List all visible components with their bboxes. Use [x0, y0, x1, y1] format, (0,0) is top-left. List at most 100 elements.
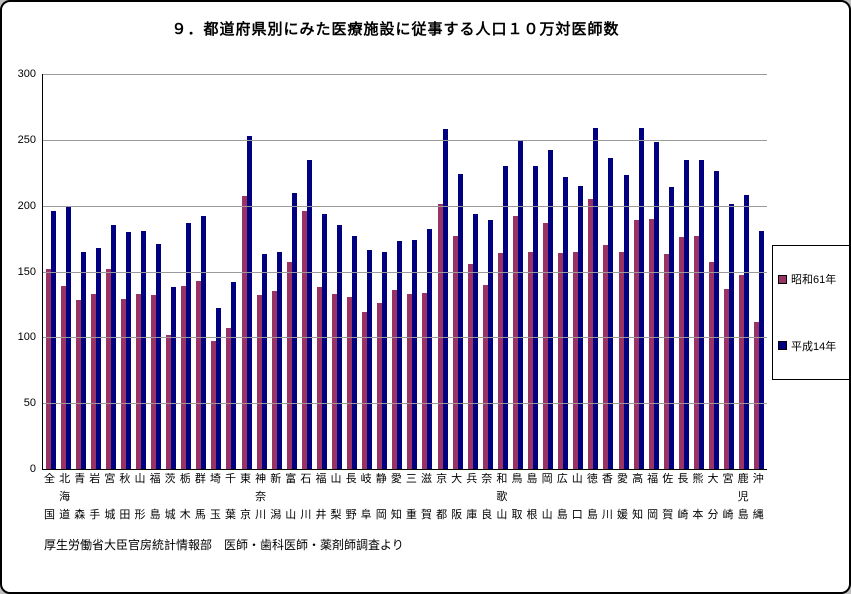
x-axis-label: 新潟: [270, 473, 282, 521]
bar-平成14年-岩手: [95, 247, 101, 469]
bar-group: [329, 74, 344, 469]
bar-昭和61年-広島: [558, 253, 564, 469]
bar-group: [405, 74, 420, 469]
bar-昭和61年-秋田: [120, 299, 126, 469]
x-axis-label: 奈良: [481, 473, 493, 521]
bar-平成14年-鹿児島: [744, 195, 750, 469]
x-axis-label: 兵庫: [466, 473, 478, 521]
bar-group: [149, 74, 164, 469]
x-axis-label: 岐阜: [360, 473, 372, 521]
x-axis-label: 鹿児島: [737, 473, 749, 521]
x-axis-label: 徳島: [586, 473, 598, 521]
x-axis-labels: 全国北海道青森岩手宮城秋田山形福島茨城栃木群馬埼玉千葉東京神奈川新潟富山石川福井…: [42, 473, 766, 521]
x-axis-label: 東京: [240, 473, 252, 521]
bar-group: [224, 74, 239, 469]
bar-group: [676, 74, 691, 469]
bar-group: [616, 74, 631, 469]
bar-昭和61年-新潟: [271, 291, 277, 469]
x-axis-label: 山形: [134, 473, 146, 521]
bar-group: [390, 74, 405, 469]
bar-昭和61年-熊本: [693, 235, 699, 469]
y-tick-label: 300: [17, 68, 36, 80]
bar-平成14年-広島: [563, 176, 569, 469]
legend-label: 昭和61年: [791, 274, 837, 287]
bar-平成14年-京都: [442, 129, 448, 469]
bar-平成14年-福岡: [653, 142, 659, 469]
x-axis-label: 大阪: [451, 473, 463, 521]
bar-昭和61年-福岡: [648, 218, 654, 469]
bar-平成14年-秋田: [125, 232, 131, 469]
legend-entry: 昭和61年: [778, 271, 849, 287]
bar-group: [586, 74, 601, 469]
bar-平成14年-三重: [412, 239, 418, 469]
bar-group: [661, 74, 676, 469]
bar-昭和61年-青森: [75, 300, 81, 469]
bar-昭和61年-群馬: [196, 280, 202, 469]
gridline: [43, 139, 767, 141]
bar-group: [73, 74, 88, 469]
bar-平成14年-滋賀: [427, 229, 433, 469]
x-axis-label: 青森: [74, 473, 86, 521]
bar-昭和61年-和歌山: [497, 253, 503, 469]
legend-label: 平成14年: [791, 340, 837, 353]
bar-昭和61年-京都: [437, 204, 443, 469]
bar-group: [239, 74, 254, 469]
bar-昭和61年-富山: [286, 262, 292, 469]
x-axis-label: 熊本: [692, 473, 704, 521]
bar-平成14年-島根: [533, 166, 539, 469]
x-axis-label: 三重: [405, 473, 417, 521]
bar-平成14年-香川: [608, 158, 614, 469]
bar-group: [691, 74, 706, 469]
x-axis-label: 島根: [526, 473, 538, 521]
x-axis-label: 福島: [149, 473, 161, 521]
bar-平成14年-石川: [306, 159, 312, 469]
bar-平成14年-長崎: [683, 159, 689, 469]
bar-平成14年-長野: [352, 235, 358, 469]
bar-昭和61年-栃木: [181, 285, 187, 469]
y-tick-label: 0: [29, 463, 36, 475]
x-axis-label: 長野: [345, 473, 357, 521]
x-axis-label: 山口: [571, 473, 583, 521]
bar-昭和61年-兵庫: [467, 263, 473, 469]
bar-平成14年-愛知: [397, 241, 403, 469]
bar-昭和61年-埼玉: [211, 341, 217, 469]
bar-平成14年-山口: [578, 185, 584, 469]
bar-group: [706, 74, 721, 469]
x-axis-label: 群馬: [194, 473, 206, 521]
bar-昭和61年-北海道: [60, 285, 66, 469]
bar-昭和61年-愛媛: [618, 251, 624, 469]
x-axis-label: 長崎: [677, 473, 689, 521]
bar-昭和61年-岩手: [90, 293, 96, 469]
bar-昭和61年-福島: [151, 295, 157, 469]
x-axis-label: 全国: [44, 473, 56, 521]
bar-平成14年-熊本: [698, 159, 704, 469]
x-axis-label: 滋賀: [420, 473, 432, 521]
bar-group: [284, 74, 299, 469]
bar-group: [118, 74, 133, 469]
bars-layer: [43, 74, 767, 469]
bar-group: [556, 74, 571, 469]
bar-昭和61年-高知: [633, 220, 639, 469]
legend-marker: [778, 274, 787, 284]
bar-group: [43, 74, 58, 469]
x-axis-label: 石川: [300, 473, 312, 521]
bar-平成14年-鳥取: [517, 139, 523, 469]
bar-平成14年-千葉: [231, 282, 237, 469]
bar-group: [269, 74, 284, 469]
bar-平成14年-栃木: [186, 222, 192, 469]
bar-昭和61年-東京: [241, 196, 247, 469]
bar-group: [133, 74, 148, 469]
x-axis-label: 北海道: [59, 473, 71, 521]
bar-平成14年-宮城: [110, 225, 116, 469]
bar-group: [631, 74, 646, 469]
bar-平成14年-兵庫: [472, 213, 478, 469]
bar-平成14年-大分: [713, 171, 719, 469]
bar-昭和61年-鳥取: [512, 216, 518, 469]
bar-昭和61年-石川: [301, 210, 307, 469]
bar-平成14年-埼玉: [216, 308, 222, 469]
bar-昭和61年-徳島: [588, 199, 594, 469]
x-axis-label: 愛媛: [617, 473, 628, 521]
bar-昭和61年-山口: [573, 251, 579, 469]
bar-昭和61年-大分: [708, 262, 714, 469]
bar-昭和61年-宮城: [105, 268, 111, 469]
